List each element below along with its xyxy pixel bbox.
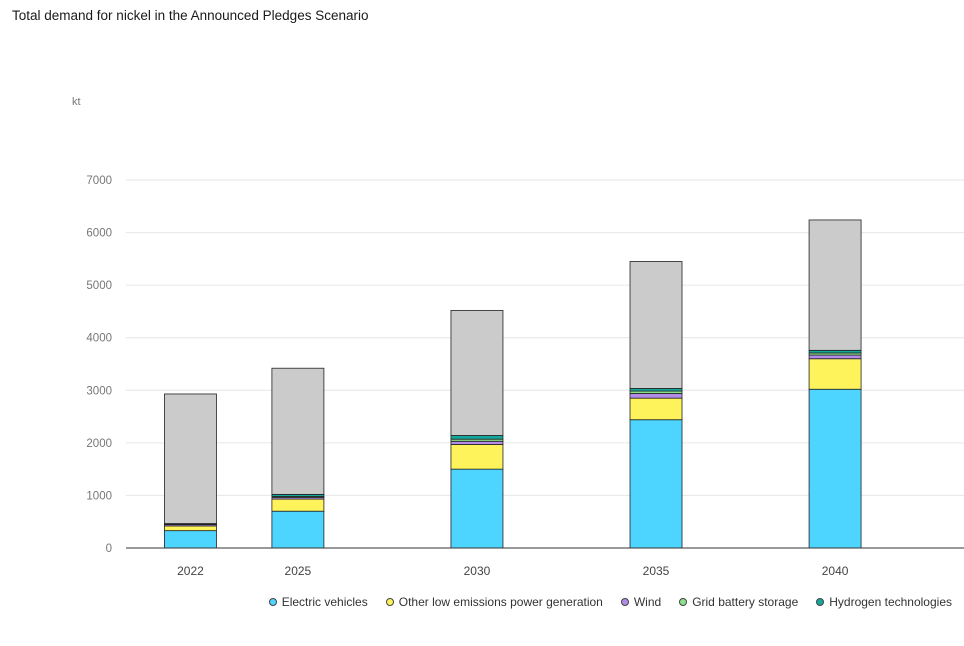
legend-item: Wind [620,595,662,609]
bar-segment [450,468,504,549]
legend-item: Electric vehicles [268,595,368,609]
y-tick-label: 4000 [86,333,112,345]
y-axis-unit-label: kt [72,96,81,108]
x-tick-label: 2030 [464,564,491,578]
chart-legend: Electric vehicles Other low emissions pow… [0,595,964,609]
legend-item: Other low emissions power generation [385,595,603,609]
bar-segment [808,354,862,360]
legend-label: Other low emissions power generation [398,595,603,609]
x-tick-label: 2022 [177,564,204,578]
legend-label: Hydrogen technologies [829,595,952,609]
x-tick-label: 2040 [822,564,849,578]
legend-swatch [268,598,277,606]
y-tick-label: 1000 [86,490,112,502]
x-tick-label: 2025 [285,564,312,578]
legend-swatch [679,598,688,606]
bar-segment [808,358,862,390]
bar-segment [271,367,325,495]
bar-segment [271,498,325,512]
y-tick-label: 2000 [86,438,112,450]
bar-segment [450,440,504,445]
bar-segment [629,261,683,389]
bar-segment [450,309,504,436]
legend-item: Grid battery storage [679,595,798,609]
bar-segment [629,393,683,399]
legend-swatch [620,598,629,606]
legend-item: Hydrogen technologies [816,595,952,609]
y-tick-label: 7000 [86,175,112,187]
legend-swatch [385,598,394,606]
bar-segment [629,419,683,549]
legend-label: Wind [633,595,662,609]
chart-title: Total demand for nickel in the Announced… [12,8,369,23]
y-tick-label: 3000 [86,385,112,397]
bar-segment [164,530,217,549]
y-tick-label: 6000 [86,228,112,240]
y-tick-label: 5000 [86,280,112,292]
bar-segment [164,525,217,532]
legend-swatch [816,598,825,606]
x-tick-label: 2035 [643,564,670,578]
bar-segment [450,435,504,440]
bar-segment [808,219,862,351]
bar-segment [271,510,325,549]
bar-segment [164,393,217,524]
legend-label: Electric vehicles [281,595,368,609]
y-tick-label: 0 [106,543,112,555]
bar-segment [629,397,683,421]
legend-label: Grid battery storage [692,595,799,609]
bar-segment [450,444,504,470]
bar-segment [808,388,862,549]
